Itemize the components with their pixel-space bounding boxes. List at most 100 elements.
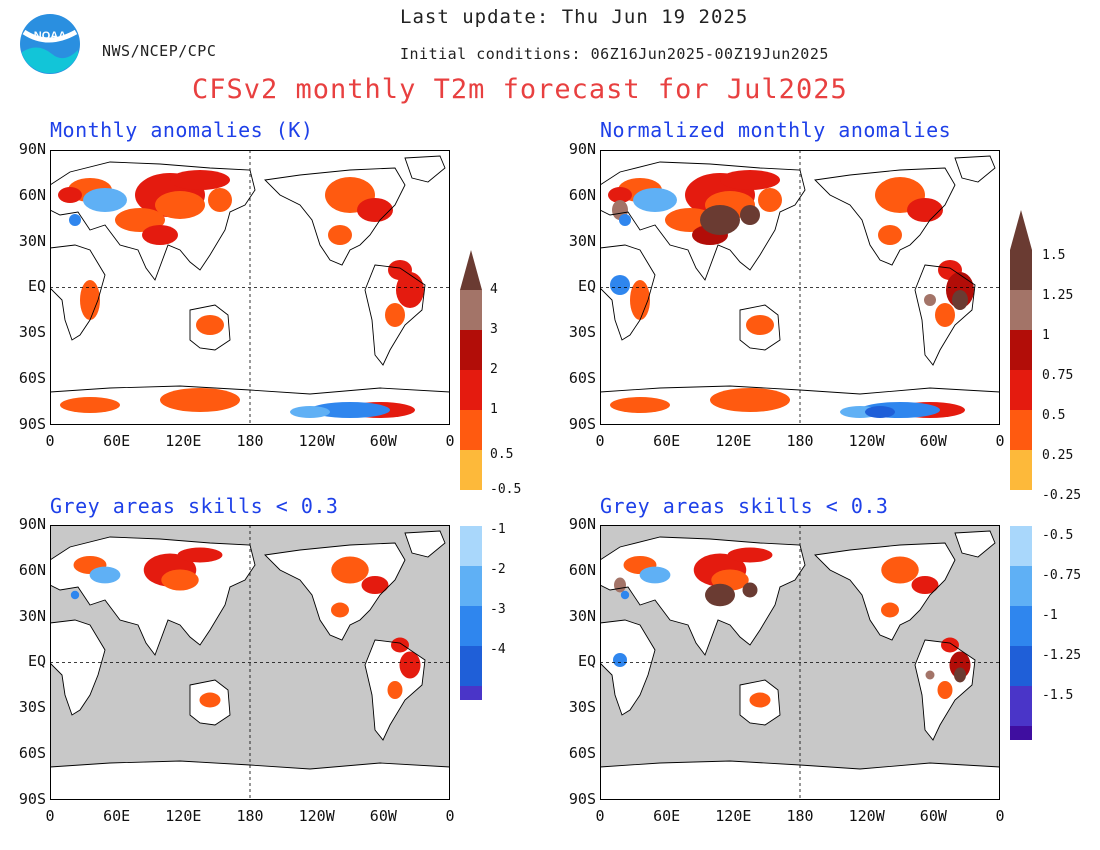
panel-title-raw-skill: Grey areas skills < 0.3 (50, 494, 339, 518)
lon-tick-label: 120W (298, 432, 335, 450)
lon-tick-label: 180 (786, 807, 814, 825)
warm-anomaly-region (911, 576, 939, 594)
lon-tick-label: 0 (45, 432, 55, 450)
coastline-greenland (404, 155, 446, 183)
map-frame (50, 525, 450, 800)
lat-tick-label: EQ (577, 652, 596, 671)
map-panel-normalized-skill (600, 525, 1000, 800)
warm-anomaly-region (387, 681, 403, 699)
colorbar-swatch (1010, 410, 1032, 450)
agency-text: NWS/NCEP/CPC (102, 42, 217, 60)
warm-anomaly-region (907, 198, 943, 222)
warm-anomaly-region (170, 170, 230, 190)
warm-anomaly-region (177, 547, 223, 563)
lon-tick-label: 0 (595, 432, 605, 450)
coastline-namerica (264, 542, 406, 641)
warm-anomaly-region (399, 651, 421, 679)
warm-anomaly-region (878, 225, 902, 245)
cold-anomaly-region (610, 275, 630, 295)
lat-tick-label: 60N (568, 185, 596, 204)
lat-tick-label: 90N (568, 515, 596, 533)
colorbar-raw-tick-label: -3 (490, 602, 506, 617)
lon-tick-label: 120E (715, 807, 752, 825)
colorbar-norm-tick-label: -0.75 (1042, 568, 1082, 583)
lon-tick-label: 180 (786, 432, 814, 450)
colorbar-raw-tick-label: 3 (490, 322, 498, 337)
cold-anomaly-region (310, 402, 390, 418)
warm-anomaly-region (361, 576, 389, 594)
lat-tick-label: 90N (18, 515, 46, 533)
lat-tick-label: 60N (18, 560, 46, 579)
warm-anomaly-region (952, 290, 968, 310)
lon-tick-label: 120E (715, 432, 752, 450)
colorbar-raw-tick-label: 4 (490, 282, 498, 297)
warm-anomaly-region (391, 637, 409, 653)
colorbar-norm-tick-label: 1.5 (1042, 248, 1066, 263)
lon-tick-label: 120W (848, 807, 885, 825)
coastline-eurasia (600, 161, 806, 281)
lon-tick-label: 120E (165, 432, 202, 450)
warm-anomaly-region (881, 602, 899, 618)
colorbar-raw-tick-label: 1 (490, 402, 498, 417)
land-namerica (815, 543, 955, 640)
warm-anomaly-region (630, 280, 650, 320)
warm-anomaly-region (954, 667, 966, 683)
coastline-antarctica (50, 385, 450, 425)
colorbar-swatch (1010, 370, 1032, 410)
warm-anomaly-region (937, 681, 953, 699)
coastline-samerica (364, 264, 426, 366)
lon-tick-label: 60E (653, 807, 681, 825)
colorbar-swatch (1010, 250, 1032, 290)
lon-tick-label: 180 (236, 807, 264, 825)
cold-anomaly-region (639, 566, 671, 584)
warm-anomaly-region (160, 388, 240, 412)
warm-anomaly-region (614, 577, 626, 593)
colorbar-raw-tick-label: -1 (490, 522, 506, 537)
colorbar-raw-tick-label: 0.5 (490, 447, 514, 462)
lat-tick-label: 30S (18, 698, 46, 717)
colorbar-swatch (1010, 566, 1032, 606)
colorbar-norm-tick-label: -0.25 (1042, 488, 1082, 503)
lat-tick-label: 90S (568, 789, 596, 808)
coastline-samerica (914, 639, 976, 741)
warm-anomaly-region (758, 188, 782, 212)
coastline-africa (50, 619, 106, 716)
lat-tick-label: 30S (568, 698, 596, 717)
warm-anomaly-region (357, 198, 393, 222)
lon-tick-label: 60W (919, 807, 947, 825)
land-namerica (265, 543, 405, 640)
land-greenland (955, 531, 995, 557)
warm-anomaly-region (385, 303, 405, 327)
cold-anomaly-region (620, 590, 630, 600)
colorbar-swatch (1010, 330, 1032, 370)
lon-tick-label: 0 (995, 807, 1005, 825)
cold-anomaly-region (290, 406, 330, 418)
lat-tick-label: 90N (18, 140, 46, 158)
colorbar-swatch (1010, 526, 1032, 566)
lon-tick-label: 60W (369, 807, 397, 825)
cold-anomaly-region (69, 214, 81, 226)
colorbar-swatch (460, 290, 482, 330)
lon-tick-label: 0 (445, 807, 455, 825)
logo-text: NOAA (34, 30, 66, 42)
lon-tick-label: 60E (103, 807, 131, 825)
cold-anomaly-region (619, 214, 631, 226)
lat-tick-label: 60S (18, 369, 46, 387)
coastline-namerica (814, 542, 956, 641)
colorbar-norm-tick-label: 0.5 (1042, 408, 1066, 423)
warm-anomaly-region (700, 205, 740, 235)
lon-tick-label: 120W (298, 807, 335, 825)
lat-tick-label: 90S (18, 414, 46, 433)
warm-anomaly-region (331, 602, 349, 618)
colorbar-swatch (460, 566, 482, 606)
colorbar-swatch (1010, 450, 1032, 490)
coastline-namerica (814, 167, 956, 266)
warm-anomaly-region (199, 692, 221, 708)
warm-anomaly-region (935, 303, 955, 327)
warm-anomaly-region (925, 670, 935, 680)
warm-anomaly-region (396, 272, 424, 308)
lon-tick-label: 60W (919, 432, 947, 450)
warm-anomaly-region (331, 556, 369, 584)
warm-anomaly-region (710, 388, 790, 412)
warm-anomaly-region (208, 188, 232, 212)
